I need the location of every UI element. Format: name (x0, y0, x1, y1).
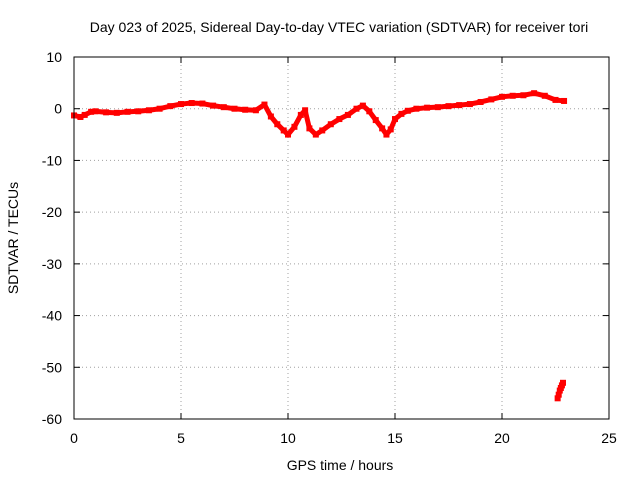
data-point-series-0 (445, 103, 452, 110)
axis-ticks (73, 56, 610, 420)
data-point-series-0 (302, 107, 309, 114)
x-tick-label: 10 (280, 430, 296, 446)
data-point-series-0 (434, 104, 441, 111)
data-point-series-0 (306, 125, 313, 132)
data-point-series-0 (167, 103, 174, 110)
x-axis-label: GPS time / hours (287, 457, 394, 473)
data-point-series-0 (231, 105, 238, 112)
plot-frame (73, 56, 610, 420)
y-tick-label: -10 (42, 152, 62, 168)
data-point-series-0 (220, 104, 227, 111)
data-point-series-0 (392, 116, 398, 123)
x-tick-label: 15 (387, 430, 403, 446)
data-point-series-0 (499, 93, 505, 100)
data-point-series-0 (520, 92, 527, 99)
data-point-series-0 (156, 105, 163, 112)
data-point-series-0 (135, 108, 142, 115)
data-point-series-0 (398, 110, 405, 117)
data-point-series-0 (210, 102, 217, 109)
data-point-series-0 (113, 109, 120, 116)
data-point-series-0 (336, 116, 343, 123)
data-point-series-1 (555, 391, 562, 398)
data-point-series-0 (312, 131, 319, 138)
data-point-series-0 (319, 127, 326, 134)
y-tick-label: -60 (42, 411, 62, 427)
data-point-series-0 (344, 111, 351, 118)
data-point-series-0 (242, 106, 249, 113)
data-point-series-0 (77, 113, 84, 120)
data-point-series-0 (379, 125, 386, 132)
chart-title: Day 023 of 2025, Sidereal Day-to-day VTE… (90, 19, 589, 35)
data-point-series-0 (424, 104, 431, 111)
y-tick-label: 10 (46, 49, 62, 65)
y-axis-label: SDTVAR / TECUs (5, 182, 21, 294)
data-point-series-0 (387, 126, 394, 133)
data-point-series-1 (559, 379, 566, 386)
data-point-series-0 (188, 100, 195, 107)
data-point-series-0 (353, 105, 360, 112)
data-point-series-0 (541, 92, 548, 99)
data-point-series-0 (178, 101, 184, 108)
data-point-series-0 (261, 101, 268, 108)
data-segment-series-0 (302, 107, 312, 131)
data-point-series-0 (297, 111, 304, 118)
data-point-series-0 (280, 127, 287, 134)
data-point-series-0 (366, 108, 373, 115)
data-point-series-0 (488, 96, 495, 103)
y-tick-labels: 10 0 -10 -20 -30 -40 -50 -60 (42, 49, 62, 427)
data-point-series-0 (531, 90, 538, 97)
data-point-series-0 (456, 102, 463, 109)
data-point-series-0 (552, 96, 559, 103)
data-point-series-0 (267, 113, 274, 120)
data-point-series-0 (291, 123, 298, 130)
y-tick-label: -50 (42, 359, 62, 375)
x-tick-labels: 0 5 10 15 20 25 (70, 430, 617, 446)
data-point-series-0 (92, 108, 99, 115)
data-points (71, 90, 568, 402)
data-point-series-0 (509, 92, 516, 99)
data-point-series-0 (466, 101, 473, 108)
data-point-series-0 (274, 121, 281, 128)
data-point-series-0 (477, 98, 484, 105)
data-point-series-0 (199, 100, 206, 107)
x-tick-label: 5 (177, 430, 185, 446)
data-point-series-0 (383, 131, 390, 138)
x-tick-label: 0 (70, 430, 78, 446)
data-point-series-1 (554, 395, 561, 402)
y-tick-label: -40 (42, 308, 62, 324)
data-point-series-0 (404, 107, 411, 114)
data-point-series-0 (88, 108, 95, 115)
data-point-series-0 (413, 105, 420, 112)
y-tick-label: -30 (42, 256, 62, 272)
data-point-series-0 (81, 111, 88, 118)
y-tick-label: 0 (54, 101, 62, 117)
data-point-series-0 (252, 107, 259, 114)
data-point-series-0 (124, 108, 131, 115)
data-point-series-0 (359, 102, 366, 109)
y-tick-label: -20 (42, 204, 62, 220)
data-point-series-0 (145, 107, 152, 114)
data-point-series-0 (285, 131, 291, 138)
data-point-series-0 (103, 109, 110, 116)
x-tick-label: 20 (494, 430, 510, 446)
data-point-series-0 (561, 97, 568, 104)
data-point-series-0 (327, 121, 334, 128)
data-point-series-0 (372, 117, 379, 124)
x-tick-label: 25 (601, 430, 617, 446)
